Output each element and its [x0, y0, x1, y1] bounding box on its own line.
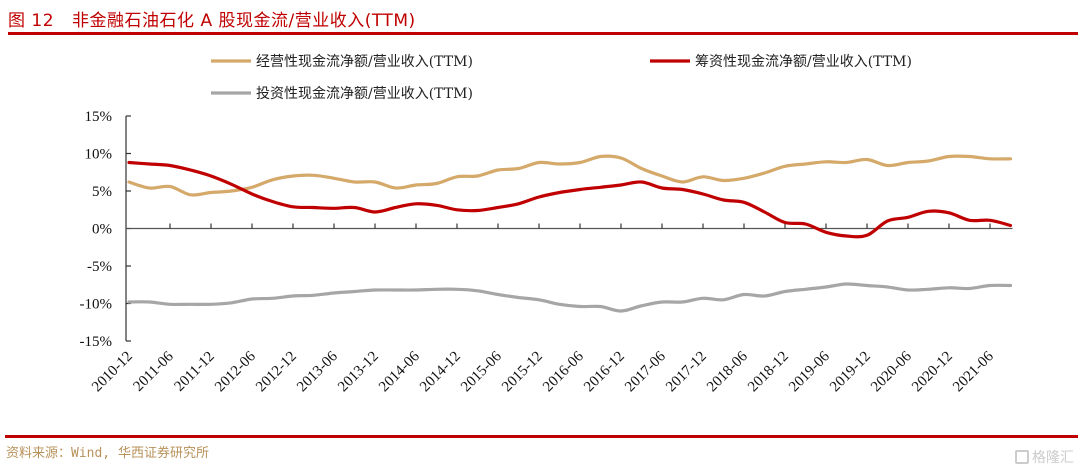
series-line-2	[127, 282, 1013, 313]
x-tick-label: 2013-06	[294, 348, 341, 395]
x-tick-label: 2011-12	[172, 349, 218, 395]
series-line-0	[127, 154, 1013, 197]
x-tick-label: 2019-12	[827, 349, 874, 396]
y-tick-label: -10%	[80, 297, 113, 313]
x-tick-label: 2018-12	[745, 349, 792, 396]
x-tick-label: 2019-06	[786, 348, 833, 395]
line-chart: 经营性现金流净额/营业收入(TTM) 筹资性现金流净额/营业收入(TTM) 投资性现…	[80, 53, 1013, 395]
series-line-1	[127, 160, 1013, 239]
axes: 15% 10% 5% 0% -5% -10% -15%2010-122011-062011-…	[80, 109, 1013, 395]
x-tick-label: 2020-06	[868, 348, 915, 395]
figure-number: 图 12	[8, 11, 55, 31]
y-tick-label: 10%	[85, 147, 113, 163]
y-tick-label: 0%	[92, 222, 112, 238]
x-tick-label: 2015-06	[458, 348, 505, 395]
series-group	[127, 154, 1013, 313]
watermark-text: 格隆汇	[1032, 450, 1074, 466]
x-tick-label: 2012-06	[212, 348, 259, 395]
x-tick-label: 2017-12	[663, 349, 710, 396]
x-tick-label: 2013-12	[335, 349, 382, 396]
legend: 经营性现金流净额/营业收入(TTM) 筹资性现金流净额/营业收入(TTM) 投资性现…	[211, 53, 912, 102]
x-tick-label: 2016-06	[540, 348, 587, 395]
figure-title: 图 12 非金融石油石化 A 股现金流/营业收入(TTM)	[8, 6, 416, 31]
x-tick-label: 2014-06	[376, 348, 423, 395]
x-tick-label: 2020-12	[909, 349, 956, 396]
y-tick-label: -15%	[80, 334, 113, 350]
legend-label: 经营性现金流净额/营业收入(TTM)	[256, 54, 473, 70]
y-tick-label: 5%	[92, 184, 112, 200]
x-tick-label: 2011-06	[131, 348, 178, 395]
x-tick-label: 2012-12	[253, 349, 300, 396]
title-divider	[8, 32, 1078, 35]
x-tick-label: 2016-12	[581, 349, 628, 396]
source-note: 资料来源：Wind, 华西证券研究所	[6, 446, 209, 461]
y-tick-label: 15%	[85, 109, 113, 125]
watermark: 格隆汇	[1015, 447, 1074, 467]
x-tick-label: 2010-12	[89, 349, 136, 396]
figure-title-text: 非金融石油石化 A 股现金流/营业收入(TTM)	[72, 11, 416, 31]
x-tick-label: 2014-12	[417, 349, 464, 396]
x-tick-label: 2021-06	[950, 348, 997, 395]
legend-label: 投资性现金流净额/营业收入(TTM)	[256, 86, 473, 102]
x-tick-label: 2018-06	[704, 348, 751, 395]
y-tick-label: -5%	[87, 259, 112, 275]
watermark-logo-icon	[1015, 450, 1029, 464]
x-tick-label: 2017-06	[622, 348, 669, 395]
legend-label: 筹资性现金流净额/营业收入(TTM)	[695, 53, 912, 70]
x-tick-label: 2015-12	[499, 349, 546, 396]
footer-divider	[5, 435, 1078, 438]
